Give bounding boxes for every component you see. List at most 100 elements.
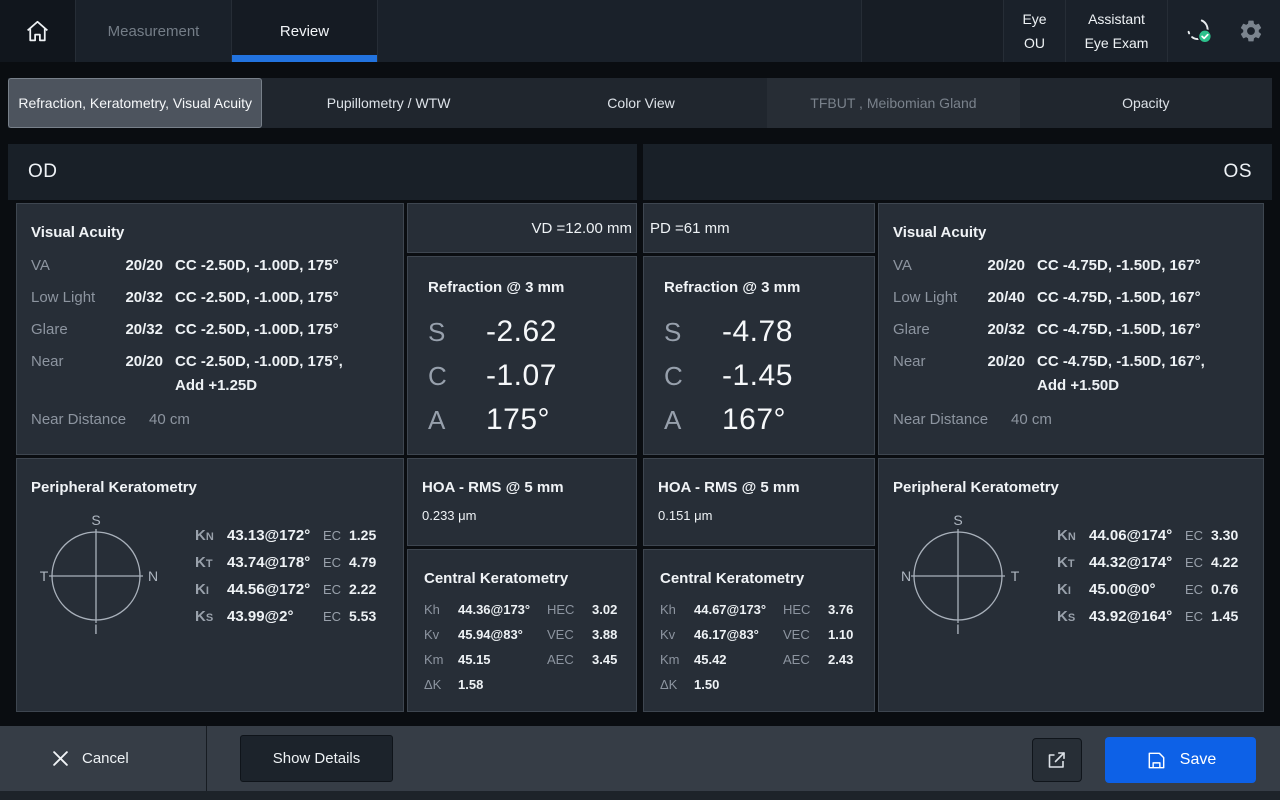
- panel-title: Peripheral Keratometry: [17, 459, 403, 496]
- compass-superior-label: S: [91, 512, 100, 528]
- ck-ecc-value: 1.10: [828, 627, 853, 642]
- axis-value: 175°: [486, 403, 550, 437]
- nav-tab-review[interactable]: Review: [232, 0, 378, 62]
- cancel-label: Cancel: [82, 750, 129, 767]
- sync-status-icon[interactable]: [1184, 16, 1214, 46]
- va-row-rx: CC -2.50D, -1.00D, 175°: [175, 287, 339, 309]
- od-hoa-panel: HOA - RMS @ 5 mm 0.233 μm: [407, 458, 637, 546]
- near-distance-row: Near Distance 40 cm: [893, 411, 1251, 428]
- footer-bottom-strip: [0, 791, 1280, 800]
- tab-label: Color View: [607, 95, 674, 111]
- refraction-row: C -1.07: [428, 354, 636, 398]
- save-button[interactable]: Save: [1105, 737, 1256, 783]
- ck-value: 44.36@173°: [458, 602, 547, 617]
- assistant-line2: Eye Exam: [1085, 31, 1149, 55]
- sphere-label: S: [664, 317, 722, 348]
- pk-rows: KN 43.13@172° EC 1.25 KT 43.74@178° EC 4…: [195, 527, 376, 635]
- va-row-label: Low Light: [31, 287, 117, 309]
- assistant-mode-button[interactable]: Assistant Eye Exam: [1066, 0, 1168, 62]
- save-label: Save: [1180, 751, 1216, 769]
- tab-opacity[interactable]: Opacity: [1020, 78, 1272, 128]
- tab-color-view[interactable]: Color View: [515, 78, 767, 128]
- ck-value: 45.94@83°: [458, 627, 547, 642]
- ck-ecc-label: AEC: [783, 652, 828, 667]
- va-row-label: Glare: [31, 319, 117, 341]
- os-peripheral-keratometry-panel: Peripheral Keratometry S I N T KN 44.06@…: [878, 458, 1264, 712]
- va-row-label: VA: [893, 255, 979, 277]
- os-central-keratometry-panel: Central Keratometry Kh 44.67@173° HEC 3.…: [643, 549, 875, 712]
- near-distance-value: 40 cm: [149, 411, 190, 428]
- ec-value: 2.22: [349, 581, 376, 597]
- ck-label: Km: [424, 652, 458, 667]
- va-row: Near 20/20 CC -2.50D, -1.00D, 175°, Add …: [31, 351, 391, 397]
- tab-pupillometry-wtw[interactable]: Pupillometry / WTW: [262, 78, 514, 128]
- show-details-label: Show Details: [273, 750, 361, 767]
- gear-glyph: [1238, 18, 1264, 44]
- k-label: KI: [195, 581, 227, 598]
- os-visual-acuity-panel: Visual Acuity VA 20/20 CC -4.75D, -1.50D…: [878, 203, 1264, 455]
- axis-value: 167°: [722, 403, 786, 437]
- save-disk-icon: [1145, 749, 1168, 772]
- od-section-header: OD: [8, 144, 637, 200]
- k-value: 44.56@172°: [227, 581, 323, 598]
- topbar-spacer-dim: [862, 0, 1004, 62]
- ec-label: EC: [1185, 582, 1211, 597]
- refraction-row: C -1.45: [664, 354, 874, 398]
- tab-label: Opacity: [1122, 95, 1169, 111]
- va-row-acuity: 20/20: [117, 255, 163, 277]
- od-peripheral-keratometry-panel: Peripheral Keratometry S I T N KN 43.13@…: [16, 458, 404, 712]
- os-keratometry-compass: S I N T: [880, 498, 1036, 654]
- ck-row: Km 45.15 AEC 3.45: [408, 647, 636, 672]
- eye-selector-button[interactable]: Eye OU: [1004, 0, 1066, 62]
- vd-panel: VD =12.00 mm: [407, 203, 637, 253]
- settings-gear-icon[interactable]: [1238, 18, 1264, 44]
- ec-label: EC: [323, 609, 349, 624]
- compass-inferior-label: I: [956, 621, 960, 637]
- va-table: VA 20/20 CC -4.75D, -1.50D, 167° Low Lig…: [879, 241, 1263, 428]
- va-row-acuity: 20/32: [979, 319, 1025, 341]
- pk-row: KS 43.99@2° EC 5.53: [195, 608, 376, 635]
- va-rx-line1: CC -4.75D, -1.50D, 167°,: [1037, 353, 1205, 370]
- va-row-rx: CC -4.75D, -1.50D, 167°: [1037, 319, 1201, 341]
- axis-label: A: [664, 405, 722, 436]
- k-label: KT: [195, 554, 227, 571]
- va-row-acuity: 20/20: [979, 351, 1025, 397]
- nav-tab-measurement[interactable]: Measurement: [76, 0, 232, 62]
- home-button[interactable]: [0, 0, 76, 62]
- export-icon-button[interactable]: [1032, 738, 1082, 782]
- os-label: OS: [1224, 161, 1252, 183]
- ck-value: 45.15: [458, 652, 547, 667]
- va-rx-add: Add +1.25D: [175, 375, 343, 397]
- panel-title: Refraction @ 3 mm: [408, 257, 636, 296]
- k-label: KS: [1057, 608, 1089, 625]
- k-label: KS: [195, 608, 227, 625]
- ec-value: 3.30: [1211, 527, 1238, 543]
- pd-value: PD =61 mm: [650, 220, 730, 237]
- near-distance-row: Near Distance 40 cm: [31, 411, 391, 428]
- compass-right-label: T: [1011, 568, 1020, 584]
- va-row: Glare 20/32 CC -4.75D, -1.50D, 167°: [893, 319, 1251, 341]
- cancel-button[interactable]: Cancel: [0, 726, 207, 791]
- compass-left-label: T: [40, 568, 49, 584]
- pd-panel: PD =61 mm: [643, 203, 875, 253]
- tab-refraction-keratometry-va[interactable]: Refraction, Keratometry, Visual Acuity: [8, 78, 262, 128]
- nav-tab-measurement-label: Measurement: [108, 23, 200, 40]
- refraction-rows: S -4.78 C -1.45 A 167°: [644, 296, 874, 442]
- ck-label: Km: [660, 652, 694, 667]
- refraction-row: S -2.62: [428, 310, 636, 354]
- va-row-label: VA: [31, 255, 117, 277]
- tab-tfbut-meibomian[interactable]: TFBUT , Meibomian Gland: [767, 78, 1019, 128]
- ck-row: Km 45.42 AEC 2.43: [644, 647, 874, 672]
- va-table: VA 20/20 CC -2.50D, -1.00D, 175° Low Lig…: [17, 241, 403, 428]
- active-tab-underline: [232, 55, 377, 62]
- hoa-value: 0.151 μm: [644, 496, 874, 523]
- od-visual-acuity-panel: Visual Acuity VA 20/20 CC -2.50D, -1.00D…: [16, 203, 404, 455]
- show-details-button[interactable]: Show Details: [240, 735, 393, 782]
- nav-tab-review-label: Review: [280, 23, 329, 40]
- cylinder-value: -1.45: [722, 359, 793, 393]
- va-row: Low Light 20/32 CC -2.50D, -1.00D, 175°: [31, 287, 391, 309]
- ck-label: Kh: [660, 602, 694, 617]
- panel-title: Peripheral Keratometry: [879, 459, 1263, 496]
- ck-row: Kv 45.94@83° VEC 3.88: [408, 622, 636, 647]
- ck-row: Kh 44.67@173° HEC 3.76: [644, 597, 874, 622]
